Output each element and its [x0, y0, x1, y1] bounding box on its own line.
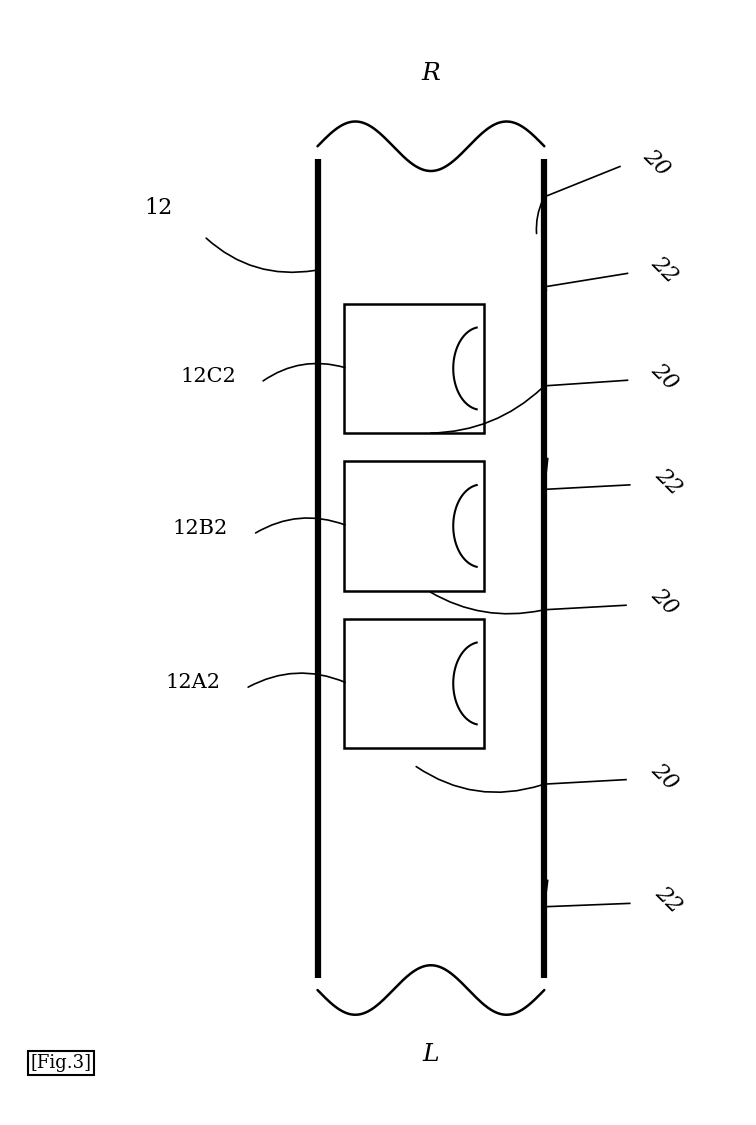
- Text: R: R: [422, 62, 440, 84]
- Text: 12A2: 12A2: [166, 674, 220, 692]
- Bar: [344, 619, 484, 748]
- Text: 22: 22: [646, 252, 682, 288]
- Text: [Fig.3]: [Fig.3]: [30, 1054, 91, 1072]
- Text: 20: 20: [646, 758, 682, 794]
- Bar: [344, 461, 484, 591]
- Text: L: L: [423, 1043, 439, 1065]
- Text: 12B2: 12B2: [172, 520, 228, 538]
- Text: 22: 22: [650, 464, 686, 500]
- Text: 20: 20: [639, 145, 674, 181]
- Bar: [344, 304, 484, 433]
- Text: 12: 12: [144, 197, 173, 219]
- Text: 20: 20: [646, 584, 682, 620]
- Text: 20: 20: [646, 359, 682, 395]
- Text: 12C2: 12C2: [180, 368, 236, 386]
- Text: 22: 22: [650, 882, 686, 918]
